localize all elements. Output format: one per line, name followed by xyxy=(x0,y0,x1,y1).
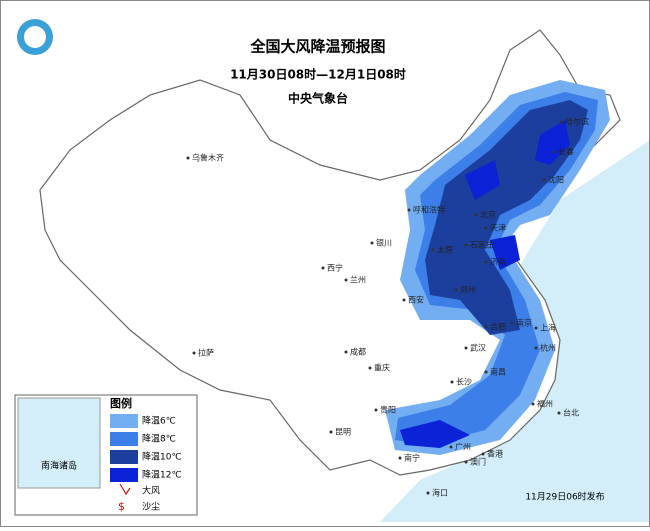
city-dot xyxy=(431,248,435,252)
city-dot xyxy=(398,456,402,460)
city-dot xyxy=(426,491,430,495)
city-label: 台北 xyxy=(563,408,579,418)
city-label: 太原 xyxy=(437,245,453,255)
footer: 11月29日06时发布 xyxy=(525,491,604,503)
city-label: 兰州 xyxy=(350,275,366,285)
city-dot xyxy=(484,260,488,264)
city-dot xyxy=(449,445,453,449)
city-dot xyxy=(344,278,348,282)
city-dot xyxy=(454,288,458,292)
city-label: 合肥 xyxy=(490,322,506,332)
city-dot xyxy=(557,411,561,415)
city-label: 广州 xyxy=(455,442,471,452)
city-dot xyxy=(481,452,485,456)
city-dot xyxy=(370,241,374,245)
legend-label: 降温12℃ xyxy=(142,469,182,481)
city-label: 北京 xyxy=(480,210,496,220)
city-dot xyxy=(552,150,556,154)
city-label: 沈阳 xyxy=(548,175,564,185)
legend-label: 降温6℃ xyxy=(142,415,176,427)
city-label: 南昌 xyxy=(490,367,506,377)
city-dot xyxy=(559,120,563,124)
time-range: 11月30日08时—12月1日08时 xyxy=(230,67,406,82)
city-label: 长春 xyxy=(558,147,574,157)
city-label: 杭州 xyxy=(540,343,556,353)
city-dot xyxy=(450,380,454,384)
city-dot xyxy=(329,430,333,434)
city-label: 南京 xyxy=(516,318,532,328)
city-label: 济南 xyxy=(490,257,506,267)
city-dot xyxy=(510,321,514,325)
city-dot xyxy=(368,366,372,370)
legend-label: 降温10℃ xyxy=(142,451,182,463)
city-label: 福州 xyxy=(537,400,553,409)
city-label: 长沙 xyxy=(456,377,472,387)
legend-swatch xyxy=(110,468,138,482)
city-dot xyxy=(192,351,196,355)
legend-swatch xyxy=(110,450,138,464)
city-label: 海口 xyxy=(432,488,448,498)
city-dot xyxy=(464,346,468,350)
issuer: 中央气象台 xyxy=(288,91,348,106)
city-label: 郑州 xyxy=(460,285,476,295)
inset-label: 南海诸岛 xyxy=(41,460,77,472)
city-label: 澳门 xyxy=(470,457,486,467)
city-label: 西宁 xyxy=(327,263,343,273)
city-dot xyxy=(484,226,488,230)
city-label: 银川 xyxy=(376,238,392,248)
city-dot xyxy=(484,325,488,329)
legend-swatch xyxy=(110,432,138,446)
city-dot xyxy=(344,350,348,354)
city-label: 呼和浩特 xyxy=(413,205,445,215)
city-dot xyxy=(464,460,468,464)
city-dot xyxy=(186,156,190,160)
city-label: 西安 xyxy=(408,295,424,305)
city-label: 贵阳 xyxy=(380,405,396,415)
city-label: 武汉 xyxy=(470,343,486,353)
city-dot xyxy=(531,402,535,406)
city-dot xyxy=(402,298,406,302)
city-label: 哈尔滨 xyxy=(565,117,589,127)
city-dot xyxy=(534,326,538,330)
legend-title: 图例 xyxy=(110,396,132,410)
legend-wind: 大风 xyxy=(142,485,160,497)
city-dot xyxy=(407,208,411,212)
city-dot xyxy=(321,266,325,270)
logo-inner xyxy=(24,26,46,48)
legend-label: 降温8℃ xyxy=(142,433,176,445)
city-dot xyxy=(484,370,488,374)
city-label: 香港 xyxy=(487,449,503,459)
city-dot xyxy=(374,408,378,412)
dust-symbol: $ xyxy=(118,500,125,513)
city-label: 乌鲁木齐 xyxy=(192,153,224,163)
city-label: 天津 xyxy=(490,223,506,233)
city-label: 昆明 xyxy=(335,428,351,437)
legend-dust: 沙尘 xyxy=(142,502,160,513)
city-label: 上海 xyxy=(540,323,556,333)
city-dot xyxy=(474,213,478,217)
inset-map xyxy=(17,397,101,489)
ocean xyxy=(380,140,650,522)
city-label: 石家庄 xyxy=(470,240,494,250)
legend-swatch xyxy=(110,414,138,428)
city-label: 重庆 xyxy=(374,363,390,373)
wind-symbol xyxy=(119,483,131,496)
city-label: 南宁 xyxy=(404,453,420,463)
city-label: 拉萨 xyxy=(198,348,214,358)
city-dot xyxy=(464,243,468,247)
title: 全国大风降温预报图 xyxy=(249,38,385,56)
city-dot xyxy=(534,346,538,350)
city-label: 成都 xyxy=(350,347,366,357)
city-dot xyxy=(542,178,546,182)
